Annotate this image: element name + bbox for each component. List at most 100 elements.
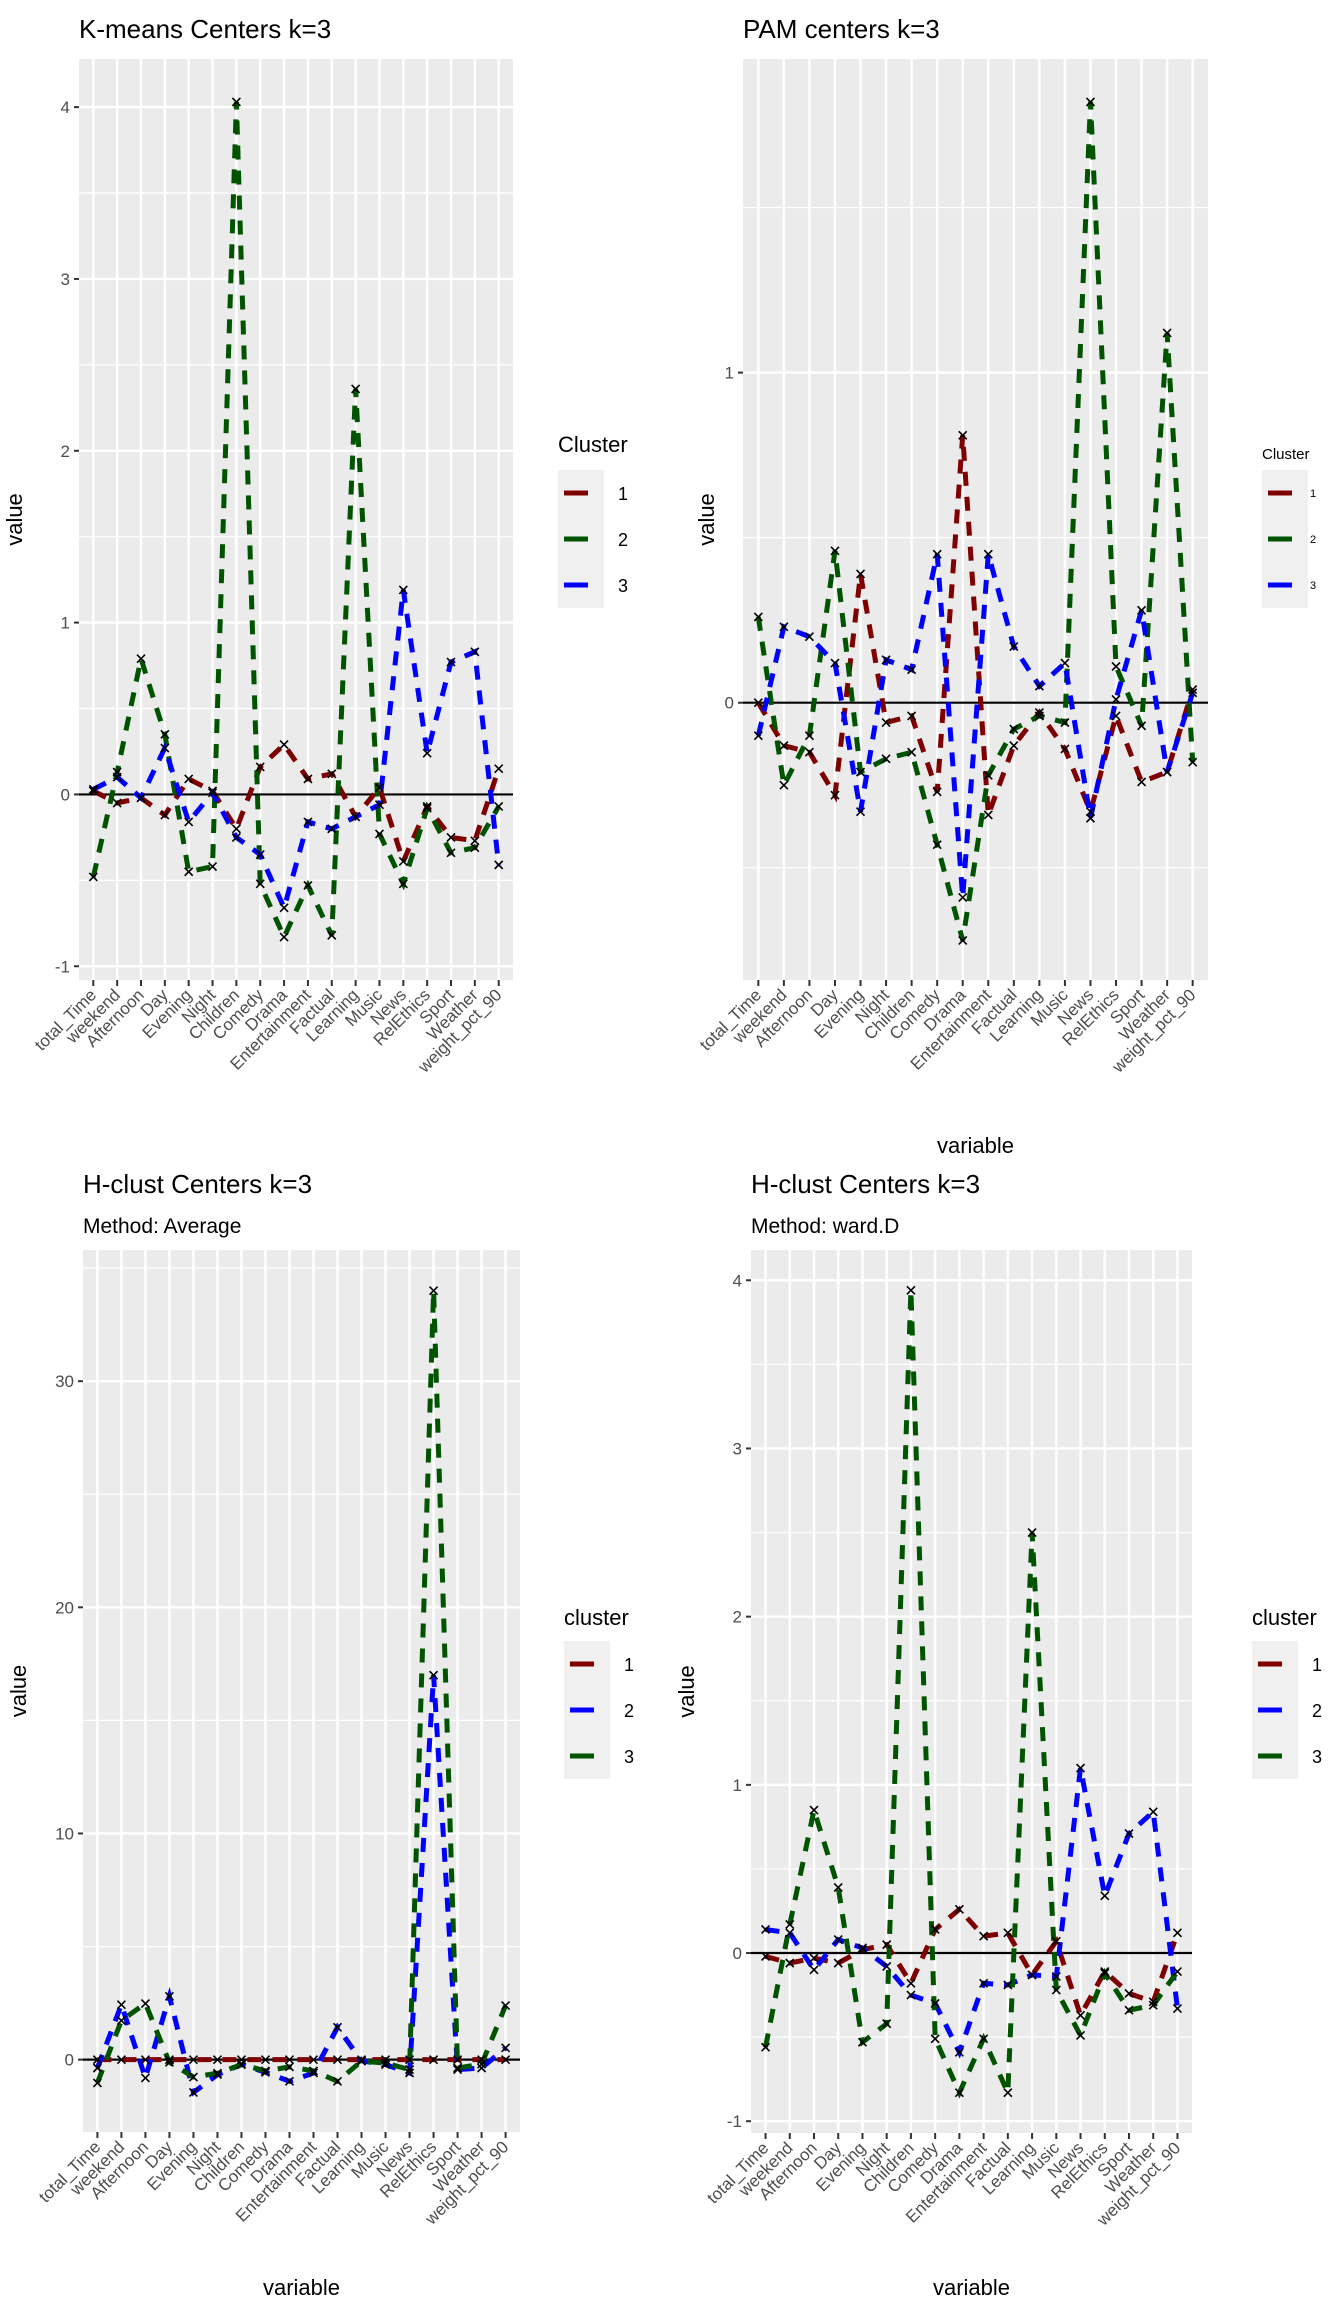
data-point-cluster-1 <box>907 711 917 721</box>
data-point-cluster-2 <box>983 770 993 780</box>
data-point-cluster-1 <box>327 769 337 779</box>
data-point-cluster-3 <box>906 1285 916 1295</box>
legend-label: 2 <box>1312 1701 1322 1721</box>
data-point-cluster-1 <box>1188 684 1198 695</box>
data-point-cluster-3 <box>760 2042 771 2052</box>
data-point-cluster-3 <box>930 2034 940 2044</box>
y-tick-label: 10 <box>55 1824 74 1843</box>
data-point-cluster-1 <box>255 762 265 772</box>
data-point-cluster-2 <box>212 2069 223 2080</box>
y-tick-label: 1 <box>725 364 734 383</box>
data-point-cluster-3 <box>753 731 763 741</box>
data-point-cluster-2 <box>351 384 361 394</box>
y-tick-label: 1 <box>61 614 70 633</box>
data-point-cluster-3 <box>501 2001 511 2011</box>
data-point-cluster-3 <box>809 1805 819 1815</box>
data-point-cluster-1 <box>983 810 993 820</box>
legend-label: 2 <box>624 1701 634 1721</box>
data-point-cluster-2 <box>1111 661 1121 671</box>
legend-label: 1 <box>1312 1655 1322 1675</box>
chart-panel-2: PAM centers k=301total_TimeweekendAftern… <box>694 14 1316 1158</box>
data-point-cluster-1 <box>140 2055 150 2065</box>
data-point-cluster-1 <box>932 787 942 797</box>
data-point-cluster-2 <box>830 546 840 556</box>
data-point-cluster-2 <box>979 1978 989 1988</box>
data-point-cluster-3 <box>881 655 891 665</box>
data-point-cluster-2 <box>446 848 456 858</box>
y-tick-label: -1 <box>55 957 70 976</box>
data-point-cluster-2 <box>303 880 313 891</box>
data-point-cluster-3 <box>1085 813 1096 823</box>
data-point-cluster-2 <box>477 2063 487 2073</box>
data-point-cluster-3 <box>160 743 170 753</box>
data-point-cluster-2 <box>470 843 480 853</box>
legend-label: 1 <box>618 484 628 504</box>
data-point-cluster-2 <box>906 1990 916 2000</box>
data-point-cluster-3 <box>92 2078 102 2088</box>
chart-panel-1: K-means Centers k=3-101234total_Timeweek… <box>2 14 628 1077</box>
data-point-cluster-2 <box>785 1928 795 1938</box>
data-point-cluster-3 <box>428 1286 439 1296</box>
y-tick-label: 0 <box>61 785 70 804</box>
data-point-cluster-3 <box>398 585 408 595</box>
chart-title: K-means Centers k=3 <box>79 14 331 44</box>
data-point-cluster-3 <box>779 622 789 632</box>
data-point-cluster-3 <box>470 647 480 657</box>
data-point-cluster-1 <box>112 798 122 808</box>
data-point-cluster-2 <box>207 862 218 872</box>
chart-panel-3: H-clust Centers k=3 Method: Average 0 10 20 3… <box>6 1169 634 2300</box>
data-point-cluster-3 <box>1051 1985 1061 1995</box>
data-point-cluster-3 <box>833 1882 843 1893</box>
legend: cluster 1 2 3 <box>564 1605 634 1779</box>
data-point-cluster-1 <box>212 2055 223 2065</box>
data-point-cluster-3 <box>260 2066 271 2076</box>
data-point-cluster-3 <box>1060 658 1070 668</box>
data-point-cluster-3 <box>422 748 432 758</box>
chart-title: H-clust Centers k=3 <box>83 1169 312 1199</box>
chart-title: PAM centers k=3 <box>743 14 940 44</box>
data-point-cluster-1 <box>494 764 504 774</box>
data-point-cluster-3 <box>308 2066 319 2076</box>
y-tick-label: 4 <box>61 98 70 117</box>
data-point-cluster-3 <box>184 817 194 827</box>
data-point-cluster-1 <box>1137 777 1147 787</box>
y-tick-label: 4 <box>733 1271 742 1290</box>
legend-title: cluster <box>564 1605 629 1630</box>
data-point-cluster-2 <box>327 930 337 940</box>
data-point-cluster-3 <box>88 784 98 794</box>
data-point-cluster-3 <box>855 807 866 817</box>
data-point-cluster-3 <box>351 812 361 822</box>
data-point-cluster-3 <box>136 793 146 803</box>
data-point-cluster-2 <box>136 654 146 664</box>
data-point-cluster-2 <box>882 1961 892 1972</box>
data-point-cluster-1 <box>332 2055 343 2065</box>
data-point-cluster-3 <box>140 1998 150 2009</box>
data-point-cluster-3 <box>356 2056 367 2066</box>
data-point-cluster-2 <box>958 935 968 945</box>
data-point-cluster-3 <box>1100 1968 1110 1978</box>
data-point-cluster-2 <box>88 872 98 882</box>
data-point-cluster-1 <box>422 801 432 812</box>
data-point-cluster-2 <box>1051 1972 1061 1982</box>
data-point-cluster-3 <box>882 2019 892 2029</box>
data-point-cluster-3 <box>1009 642 1019 652</box>
data-point-cluster-3 <box>1162 767 1172 777</box>
data-point-cluster-2 <box>260 2067 271 2077</box>
data-point-cluster-3 <box>1075 2030 1086 2041</box>
data-point-cluster-3 <box>1137 605 1147 615</box>
data-point-cluster-1 <box>501 2055 511 2065</box>
data-point-cluster-3 <box>332 2076 343 2086</box>
y-tick-label: 1 <box>733 1776 742 1795</box>
legend-label: 2 <box>1310 534 1316 546</box>
data-point-cluster-1 <box>207 786 218 796</box>
y-tick-label: 0 <box>725 694 734 713</box>
data-point-cluster-1 <box>1148 1997 1158 2007</box>
chart-subtitle: Method: Average <box>83 1215 241 1238</box>
data-point-cluster-2 <box>855 767 866 777</box>
legend: cluster 1 2 3 <box>1252 1605 1322 1779</box>
data-point-cluster-2 <box>833 1935 843 1945</box>
data-point-cluster-3 <box>1003 2088 1013 2098</box>
data-point-cluster-2 <box>398 879 408 889</box>
legend-label: 2 <box>618 530 628 550</box>
data-point-cluster-3 <box>1111 694 1121 704</box>
